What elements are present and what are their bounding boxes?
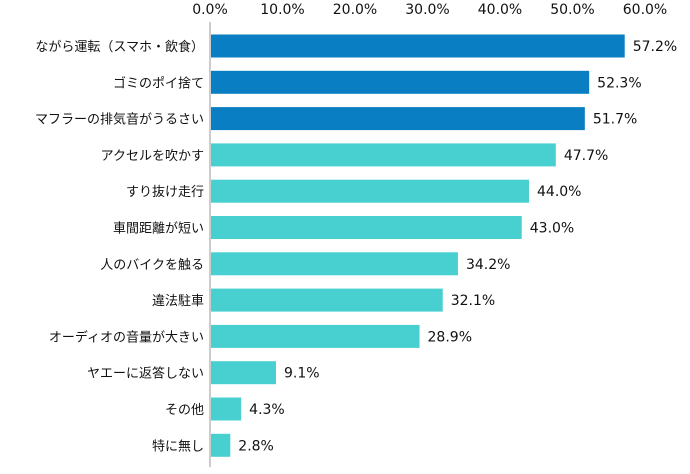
value-label: 9.1% [284, 366, 320, 382]
category-label: ヤエーに返答しない [87, 366, 204, 382]
category-label: 特に無し [152, 439, 204, 454]
bar-rows: ながら運転（スマホ・飲食） 57.2% ゴミのポイ捨て 52.3% マフラーの排気音がう… [35, 34, 677, 457]
category-label: 違法駐車 [152, 294, 204, 309]
x-tick-label: 60.0% [623, 2, 667, 18]
x-tick-label: 50.0% [550, 2, 594, 18]
bar [211, 288, 443, 312]
bar [211, 216, 522, 239]
value-label: 43.0% [530, 221, 574, 237]
bar [211, 324, 420, 348]
bar [211, 107, 585, 131]
x-tick-label: 10.0% [260, 2, 304, 18]
value-label: 34.2% [466, 257, 510, 273]
value-label: 32.1% [451, 293, 495, 309]
bar [211, 361, 276, 385]
bar [211, 397, 242, 421]
x-tick-label: 20.0% [333, 2, 377, 18]
bar [211, 179, 529, 203]
x-tick-labels: 0.0% 10.0% 20.0% 30.0% 40.0% 50.0% 60.0% [192, 2, 667, 18]
category-label: マフラーの排気音がうるさい [35, 112, 204, 128]
bar [211, 34, 625, 58]
category-label: その他 [165, 403, 204, 418]
category-label: すり抜け走行 [126, 184, 204, 200]
value-label: 51.7% [593, 112, 637, 128]
x-tick-label: 0.0% [192, 2, 228, 18]
category-label: オーディオの音量が大きい [49, 329, 204, 345]
value-label: 52.3% [597, 75, 641, 91]
x-tick-label: 40.0% [478, 2, 522, 18]
bar [211, 70, 590, 94]
value-label: 47.7% [564, 148, 608, 164]
category-label: ゴミのポイ捨て [113, 75, 204, 91]
bar [211, 433, 231, 457]
x-tick-label: 30.0% [405, 2, 449, 18]
category-label: アクセルを吹かす [101, 149, 204, 164]
value-label: 28.9% [428, 329, 472, 345]
value-label: 2.8% [238, 438, 274, 454]
value-label: 57.2% [633, 39, 677, 55]
bar [211, 143, 556, 167]
category-label: ながら運転（スマホ・飲食） [35, 39, 204, 55]
value-label: 4.3% [249, 402, 285, 418]
bar [211, 252, 458, 276]
value-label: 44.0% [537, 184, 581, 200]
category-label: 人のバイクを触る [100, 258, 204, 273]
category-label: 車間距離が短い [113, 222, 204, 237]
